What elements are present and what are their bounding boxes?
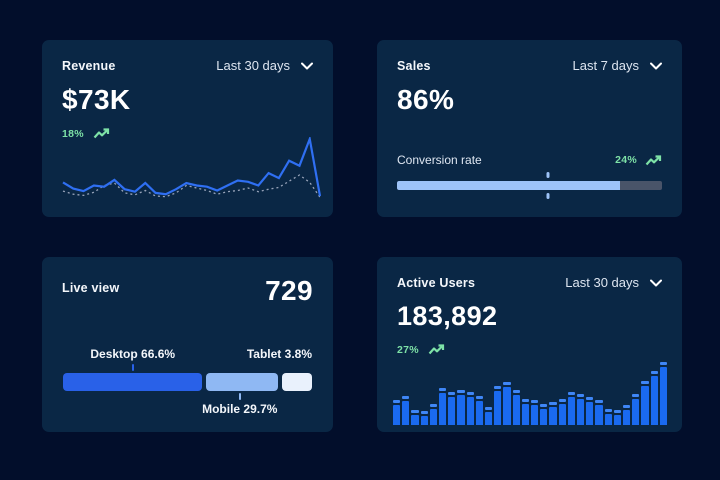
revenue-title: Revenue — [62, 58, 116, 73]
revenue-delta: 18% — [62, 127, 84, 140]
active-users-delta: 27% — [397, 343, 419, 356]
active-users-bar-chart — [393, 362, 668, 425]
active-users-value: 183,892 — [397, 301, 498, 331]
active-users-bar-10 — [475, 396, 484, 425]
active-users-bar-30 — [659, 362, 668, 425]
active-users-bar-14 — [512, 390, 520, 425]
active-users-bar-25 — [613, 409, 622, 425]
active-users-bar-12 — [494, 385, 502, 425]
active-users-bar-20 — [567, 392, 576, 425]
trending-up-icon — [93, 128, 110, 139]
active-users-bar-23 — [595, 399, 603, 425]
active-users-bar-2 — [402, 396, 410, 425]
active-users-bar-5 — [429, 403, 438, 425]
active-users-bar-9 — [466, 392, 474, 425]
conversion-rate-label: Conversion rate — [397, 153, 482, 167]
active-users-bar-28 — [641, 380, 649, 425]
active-users-bar-7 — [448, 392, 456, 425]
active-users-period-label: Last 30 days — [565, 275, 639, 290]
segment-tick-mobile — [238, 393, 241, 400]
revenue-series-solid — [62, 137, 321, 197]
active-users-bar-15 — [521, 398, 530, 425]
active-users-card-header: Active Users Last 30 days — [397, 275, 662, 290]
sales-delta: 24% — [615, 154, 637, 166]
chevron-down-icon — [301, 62, 313, 69]
active-users-bar-3 — [411, 409, 419, 425]
segment-label-mobile: Mobile 29.7% — [202, 402, 278, 416]
active-users-bar-18 — [549, 402, 557, 425]
active-users-card: Active Users Last 30 days 183,892 27% — [377, 257, 682, 432]
revenue-period-dropdown[interactable]: Last 30 days — [216, 58, 313, 73]
active-users-bar-24 — [604, 408, 612, 425]
active-users-bar-17 — [540, 403, 548, 425]
device-split-chart: Desktop 66.6% Mobile 29.7% Tablet 3.8% — [63, 347, 312, 419]
active-users-period-dropdown[interactable]: Last 30 days — [565, 275, 662, 290]
sales-delta-row: 24% — [615, 154, 662, 167]
revenue-card-header: Revenue Last 30 days — [62, 58, 313, 73]
active-users-bar-13 — [503, 382, 511, 425]
segment-mobile — [206, 373, 279, 391]
segment-tick-desktop — [131, 364, 134, 371]
sales-period-label: Last 7 days — [572, 58, 640, 73]
sales-card-header: Sales Last 7 days — [397, 58, 662, 73]
revenue-delta-row: 18% — [62, 127, 313, 140]
active-users-delta-row: 27% — [397, 343, 662, 356]
active-users-bar-19 — [558, 398, 566, 425]
active-users-bar-26 — [623, 404, 631, 425]
active-users-bar-29 — [650, 371, 658, 425]
active-users-bar-22 — [586, 397, 594, 425]
progress-track — [397, 181, 662, 190]
trending-up-icon — [428, 344, 445, 355]
active-users-bar-6 — [439, 388, 447, 425]
live-view-value: 729 — [265, 275, 313, 306]
progress-target-marker — [546, 172, 550, 178]
chevron-down-icon — [650, 62, 662, 69]
segment-desktop — [63, 373, 203, 391]
device-split-bar — [63, 373, 312, 391]
revenue-line-chart — [62, 137, 321, 203]
segment-tablet — [282, 373, 312, 391]
active-users-bar-4 — [420, 411, 428, 425]
conversion-progress-bar — [397, 172, 662, 199]
segment-label-tablet: Tablet 3.8% — [246, 347, 312, 361]
conversion-rate-row: Conversion rate 24% — [397, 153, 662, 167]
active-users-bar-27 — [632, 393, 640, 425]
revenue-value: $73K — [62, 84, 131, 115]
revenue-card: Revenue Last 30 days $73K 18% — [42, 40, 333, 217]
revenue-period-label: Last 30 days — [216, 58, 290, 73]
live-view-title: Live view — [62, 281, 120, 295]
progress-fill — [397, 181, 620, 190]
sales-value: 86% — [397, 84, 455, 115]
sales-card: Sales Last 7 days 86% Conversion rate 24… — [377, 40, 682, 217]
active-users-bar-8 — [457, 390, 465, 425]
trending-up-icon — [645, 154, 662, 165]
live-view-card: Live view 729 Desktop 66.6% Mobile 29.7% T… — [42, 257, 333, 432]
active-users-bar-16 — [531, 399, 539, 425]
progress-target-marker — [546, 193, 550, 199]
chevron-down-icon — [650, 279, 662, 286]
active-users-bar-21 — [577, 393, 585, 425]
active-users-title: Active Users — [397, 275, 476, 290]
active-users-bar-11 — [485, 407, 493, 425]
live-view-header: Live view 729 — [62, 275, 313, 307]
segment-label-desktop: Desktop 66.6% — [90, 347, 176, 361]
active-users-bar-1 — [393, 399, 401, 425]
sales-period-dropdown[interactable]: Last 7 days — [572, 58, 662, 73]
sales-title: Sales — [397, 58, 431, 73]
